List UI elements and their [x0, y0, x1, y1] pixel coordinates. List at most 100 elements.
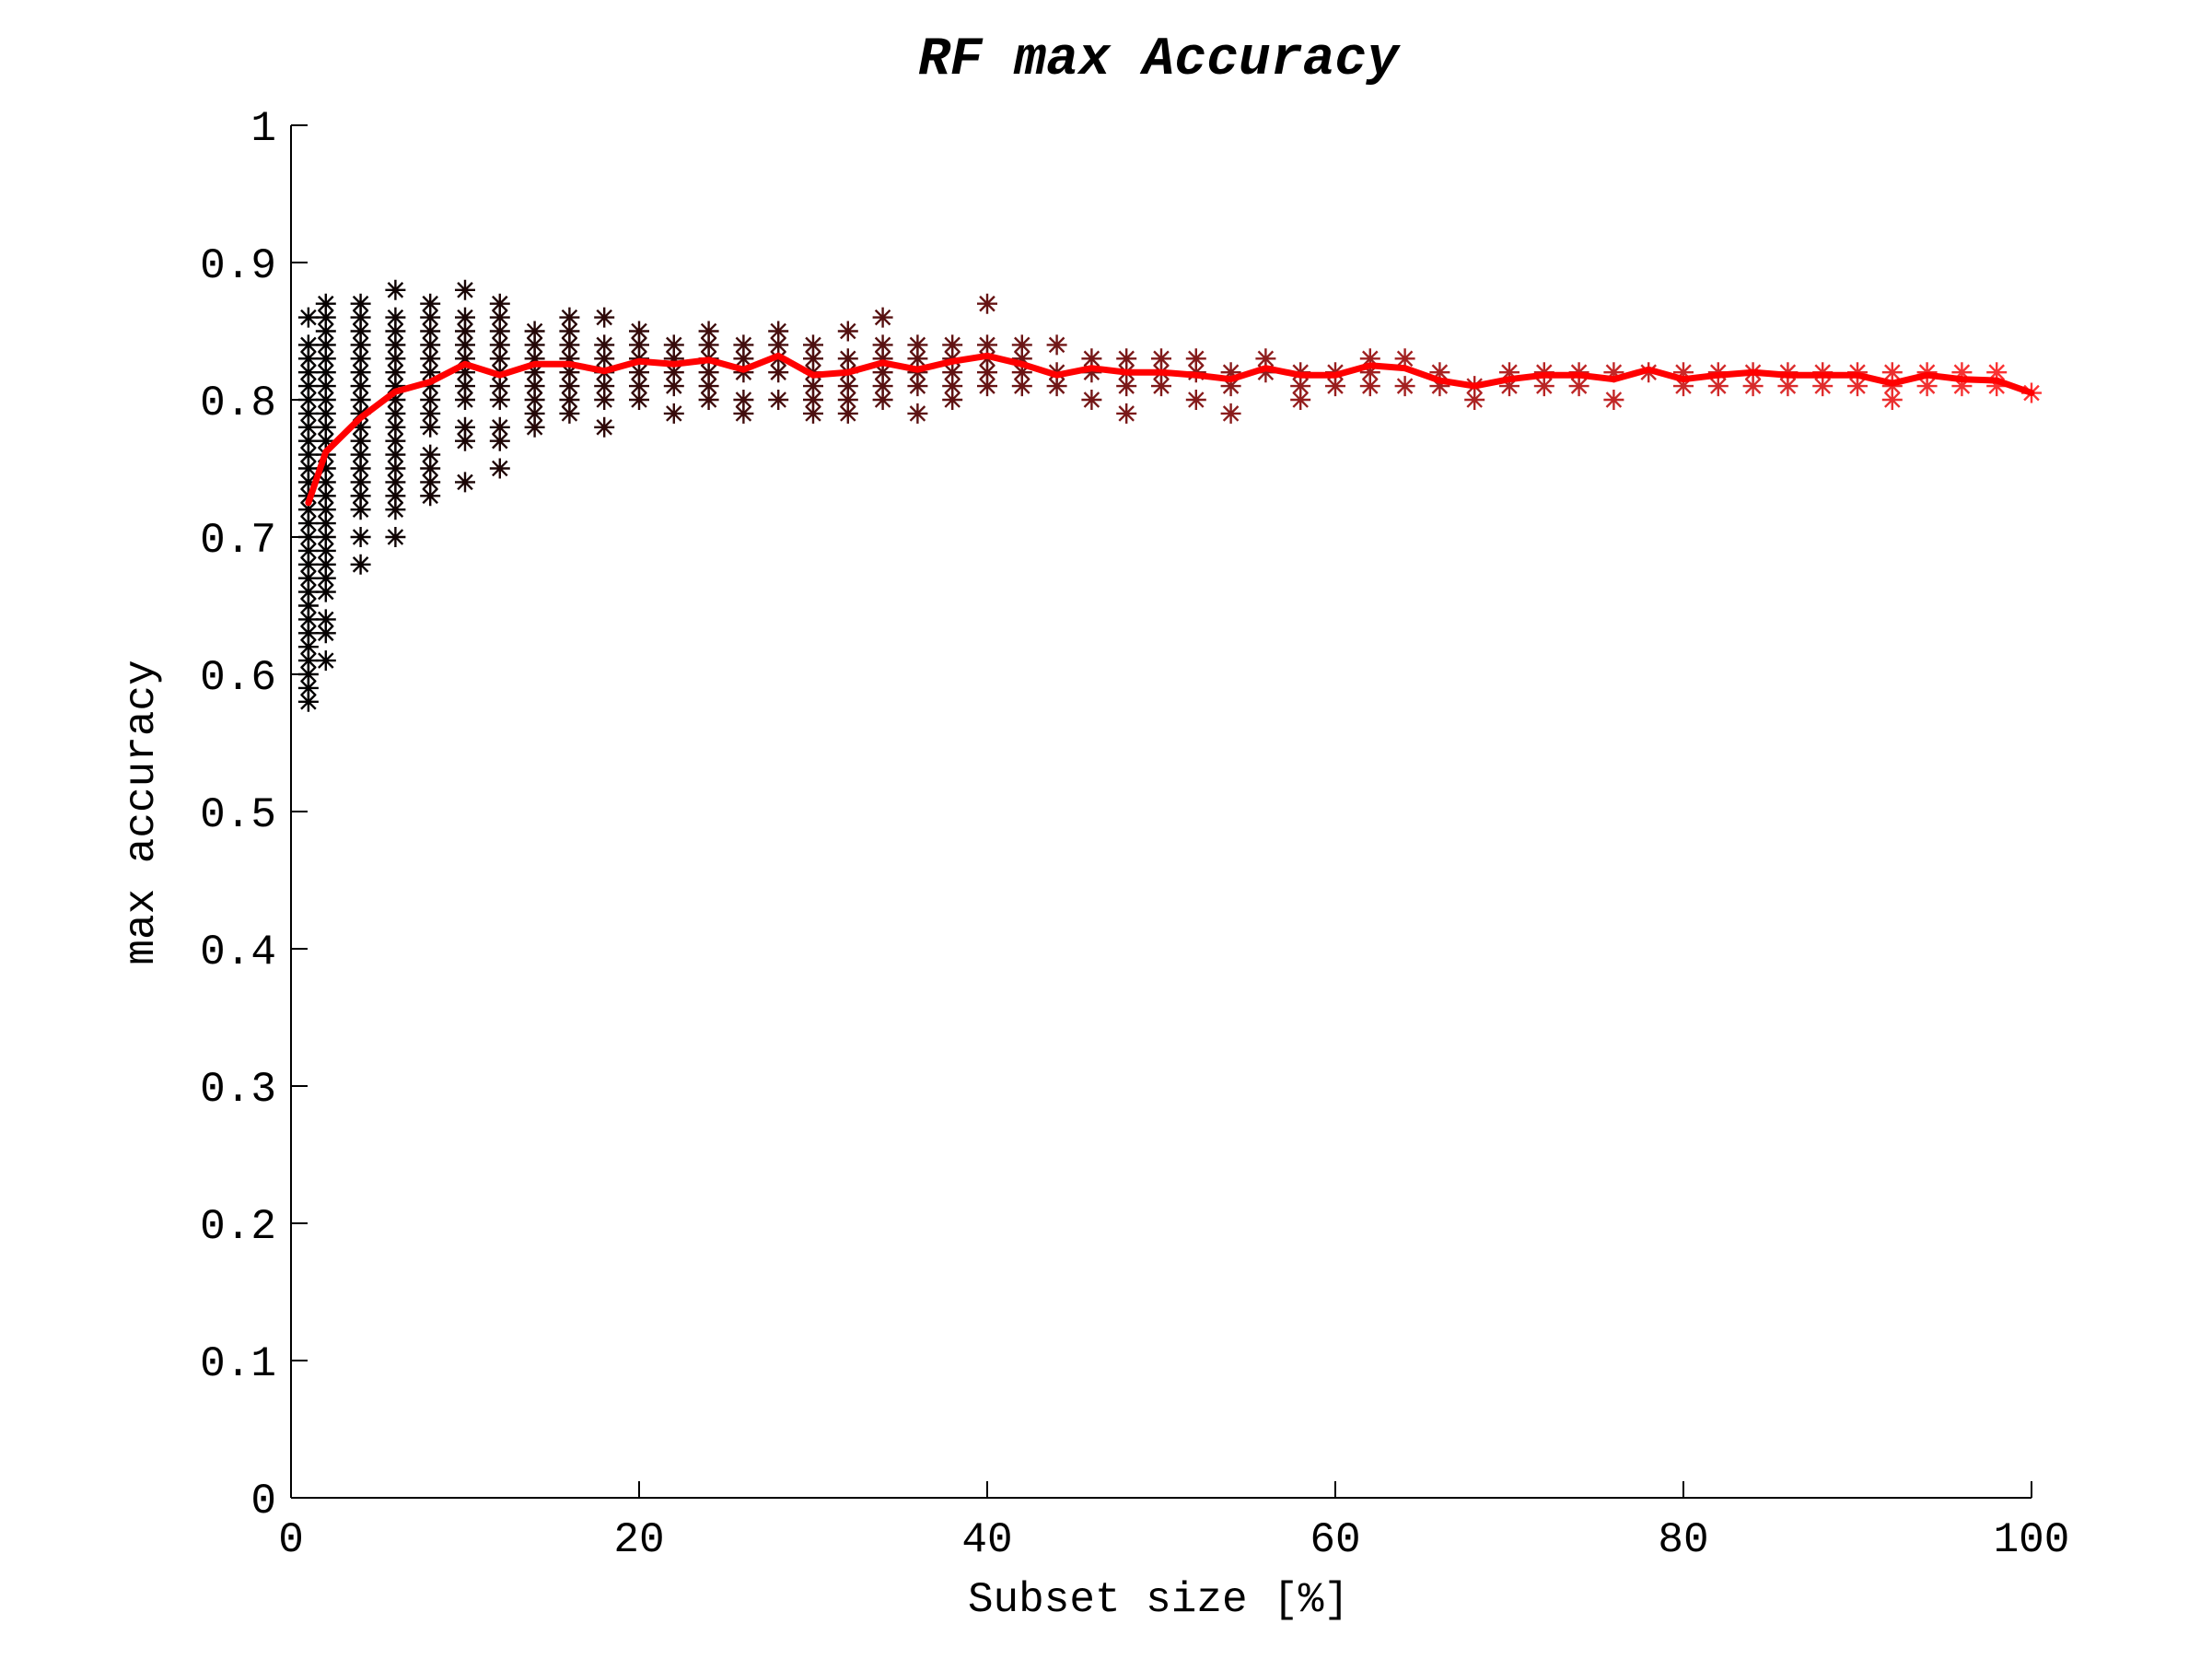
scatter-point [629, 321, 649, 342]
mean-accuracy-line [305, 352, 2035, 507]
scatter-point [907, 376, 928, 397]
scatter-point [350, 554, 371, 575]
scatter-point [297, 650, 319, 672]
scatter-point [698, 334, 719, 356]
scatter-point [803, 376, 823, 397]
scatter-point [559, 348, 580, 369]
scatter-point [837, 403, 858, 424]
scatter-point [385, 403, 406, 424]
scatter-point [1568, 376, 1589, 397]
scatter-point [420, 444, 441, 465]
x-tick-label: 100 [1994, 1516, 2070, 1564]
scatter-point [350, 362, 371, 383]
scatter-point [420, 472, 441, 493]
scatter-point [1464, 390, 1485, 410]
scatter-point [420, 293, 441, 314]
scatter-point [350, 321, 371, 342]
y-tick-label: 0.9 [200, 242, 276, 290]
scatter-point [489, 348, 510, 369]
scatter-point [1151, 348, 1171, 369]
x-axis-label: Subset size [%] [968, 1576, 1349, 1624]
scatter-point [524, 321, 545, 342]
x-tick-label: 0 [278, 1516, 304, 1564]
scatter-point [315, 650, 336, 672]
scatter-point [872, 307, 893, 328]
scatter-point [315, 403, 336, 424]
scatter-point [297, 513, 319, 534]
scatter-point [559, 321, 580, 342]
scatter-point [1116, 348, 1137, 369]
scatter-point [1116, 403, 1137, 424]
scatter-point [733, 390, 754, 410]
scatter-point [455, 472, 475, 493]
scatter-point [524, 390, 545, 410]
scatter-point [837, 321, 858, 342]
scatter-point [1673, 362, 1694, 383]
scatter-point [315, 430, 336, 451]
scatter-point [350, 444, 371, 465]
scatter-point [385, 444, 406, 465]
x-tick-label: 20 [613, 1516, 664, 1564]
scatter-point [1986, 362, 2008, 383]
scatter-point [315, 416, 336, 438]
scatter-point [385, 334, 406, 356]
scatter-point [768, 390, 789, 410]
scatter-point [315, 499, 336, 520]
scatter-point [1951, 376, 1973, 397]
y-tick-label: 0.8 [200, 380, 276, 427]
scatter-point [1951, 362, 1973, 383]
scatter-point [1220, 362, 1241, 383]
scatter-point [663, 376, 684, 397]
scatter-point [455, 376, 475, 397]
scatter-point [1429, 376, 1450, 397]
scatter-point [524, 376, 545, 397]
scatter-point [803, 348, 823, 369]
scatter-point [663, 334, 684, 356]
y-axis-label: max accuracy [118, 660, 166, 964]
scatter-point [872, 376, 893, 397]
scatter-point [1499, 376, 1519, 397]
y-tick-label: 0.5 [200, 791, 276, 839]
scatter-point [455, 390, 475, 410]
scatter-point [1359, 362, 1380, 383]
y-tick-label: 0.7 [200, 517, 276, 565]
scatter-point [768, 362, 789, 383]
scatter-point [385, 390, 406, 410]
scatter-point [420, 485, 441, 507]
scatter-point [385, 348, 406, 369]
scatter-point [1812, 376, 1834, 397]
scatter-point [350, 390, 371, 410]
y-tick-label: 0.4 [200, 929, 276, 976]
scatter-point [489, 390, 510, 410]
scatter-point [559, 334, 580, 356]
y-tick-label: 1 [250, 105, 276, 153]
scatter-point [297, 567, 319, 589]
scatter-point [1603, 362, 1624, 383]
scatter-point [385, 279, 406, 300]
scatter-point [297, 664, 319, 684]
scatter-point [768, 321, 789, 342]
scatter-point [315, 567, 336, 589]
scatter-point [594, 416, 615, 438]
scatter-point [942, 334, 963, 356]
scatter-point [1986, 376, 2008, 397]
y-tick-label: 0.2 [200, 1203, 276, 1251]
scatter-point [420, 376, 441, 397]
scatter-point [350, 403, 371, 424]
scatter-point [663, 348, 684, 369]
scatter-point [872, 334, 893, 356]
scatter-point [297, 527, 319, 547]
scatter-point [455, 321, 475, 342]
scatter-point [1185, 348, 1206, 369]
scatter-point [1359, 348, 1380, 369]
scatter-point [803, 390, 823, 410]
scatter-point [297, 691, 319, 712]
y-tick-label: 0 [250, 1478, 276, 1525]
scatter-point [350, 348, 371, 369]
scatter-point [1394, 376, 1415, 397]
scatter-point [297, 376, 319, 397]
scatter-point [1290, 376, 1311, 397]
scatter-point [455, 430, 475, 451]
scatter-point [872, 362, 893, 383]
